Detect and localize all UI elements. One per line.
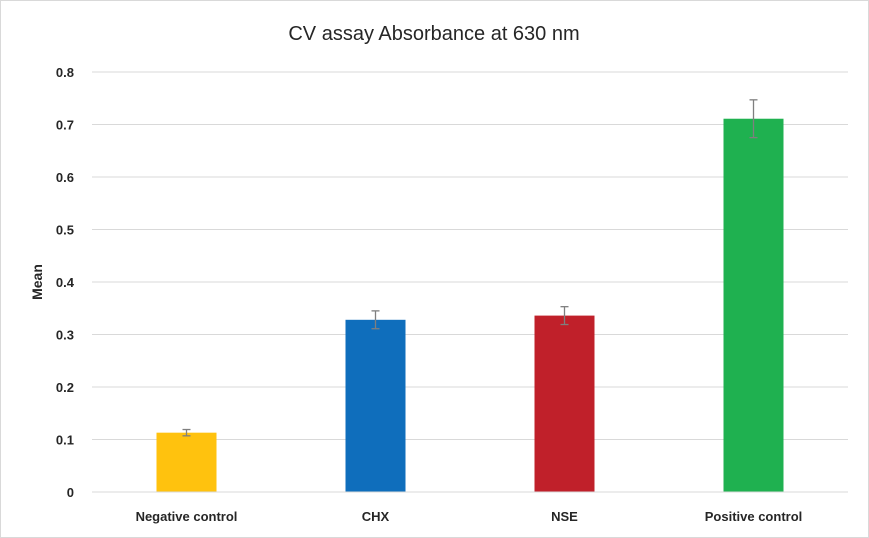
bars — [156, 118, 784, 492]
x-tick-label: Positive control — [705, 509, 803, 524]
y-tick-label: 0.4 — [56, 275, 75, 290]
x-tick-label: CHX — [362, 509, 390, 524]
y-tick-label: 0 — [67, 485, 74, 500]
bar — [345, 319, 406, 492]
y-tick-label: 0.8 — [56, 65, 74, 80]
y-tick-label: 0.3 — [56, 328, 74, 343]
x-axis-ticks: Negative control CHX NSE Positive control — [136, 509, 803, 524]
x-tick-label: Negative control — [136, 509, 238, 524]
bar — [156, 432, 217, 492]
bar — [534, 315, 595, 492]
y-tick-label: 0.6 — [56, 170, 74, 185]
chart-title: CV assay Absorbance at 630 nm — [288, 23, 579, 45]
y-axis-ticks: 0 0.1 0.2 0.3 0.4 0.5 0.6 0.7 0.8 — [56, 65, 75, 500]
y-tick-label: 0.1 — [56, 433, 74, 448]
y-tick-label: 0.5 — [56, 223, 74, 238]
error-bar — [560, 306, 569, 326]
x-tick-label: NSE — [551, 509, 578, 524]
error-bar — [371, 310, 380, 330]
error-bars — [182, 99, 758, 437]
y-tick-label: 0.2 — [56, 380, 74, 395]
error-bar — [182, 428, 191, 437]
y-tick-label: 0.7 — [56, 118, 74, 133]
error-bar — [749, 99, 758, 139]
bar — [723, 118, 784, 492]
y-axis-label: Mean — [29, 264, 45, 300]
